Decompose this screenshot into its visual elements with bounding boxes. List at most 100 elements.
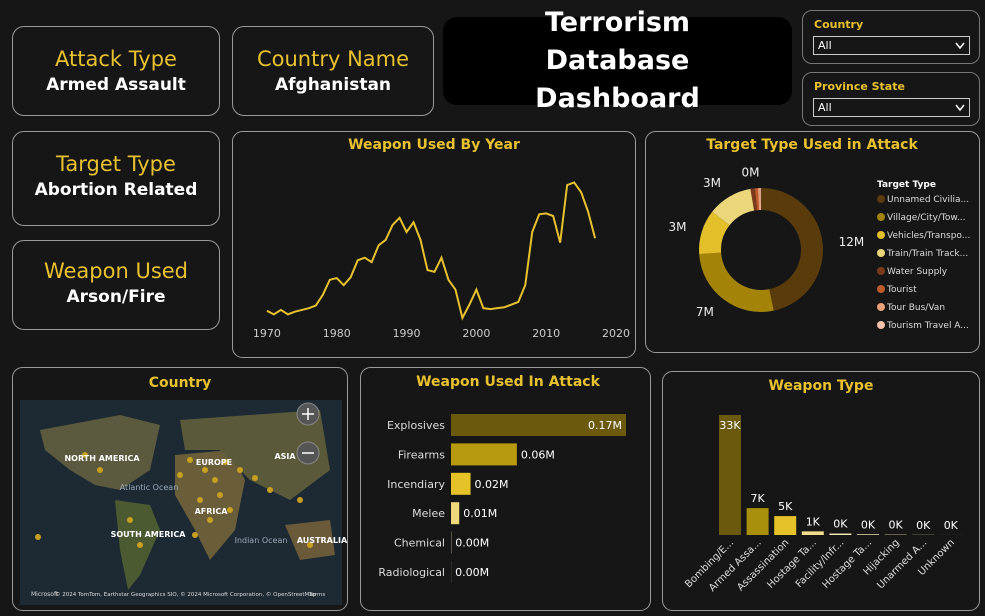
bar — [451, 443, 517, 466]
y-tick-label: Radiological — [378, 566, 445, 579]
bar — [801, 531, 824, 535]
dashboard-title: Terrorism Database Dashboard — [443, 7, 792, 114]
donut-slice — [760, 188, 761, 211]
data-label: 0.02M — [475, 478, 509, 491]
legend-label: Tour Bus/Van — [886, 303, 945, 313]
map-label: EUROPE — [196, 458, 232, 467]
bar — [719, 415, 741, 535]
map-label: Indian Ocean — [235, 536, 288, 545]
slicer: Country All — [802, 10, 980, 64]
data-label: 7M — [696, 305, 714, 319]
x-tick-label: 2000 — [462, 327, 490, 340]
x-tick-label: 2020 — [602, 327, 630, 340]
x-tick-label: 1970 — [253, 327, 281, 340]
legend-label: Tourist — [886, 285, 917, 295]
bar — [829, 533, 852, 535]
card-value: Arson/Fire — [66, 287, 166, 307]
data-label: 0K — [861, 518, 876, 531]
chevron — [955, 104, 965, 112]
data-label: 3M — [703, 176, 721, 190]
card: Target Type Abortion Related — [12, 131, 220, 226]
panel — [232, 131, 636, 358]
card-value: Abortion Related — [34, 180, 198, 200]
map-terms: Terms — [308, 592, 325, 598]
slicer-label: Country — [814, 18, 864, 31]
y-tick-label: Explosives — [387, 419, 445, 432]
data-label: 33K — [719, 419, 741, 432]
card-value: Afghanistan — [274, 75, 392, 95]
legend-swatch — [877, 267, 885, 275]
map-label: SOUTH AMERICA — [111, 530, 187, 539]
bar — [774, 516, 797, 535]
legend-label: Tourism Travel A... — [886, 321, 969, 331]
land — [285, 520, 335, 560]
y-tick-label: Incendiary — [387, 478, 445, 491]
panel-title: Weapon Used In Attack — [416, 374, 600, 390]
data-label: 5K — [778, 500, 793, 513]
map-logo: Microsoft — [31, 591, 59, 598]
bar — [451, 414, 626, 436]
x-tick-label: 1990 — [393, 327, 421, 340]
slicer-label: Province State — [814, 80, 905, 93]
legend-swatch — [877, 321, 885, 329]
donut-slice — [699, 252, 774, 313]
map-label: NORTH AMERICA — [64, 454, 140, 463]
legend-label: Train/Train Track... — [886, 249, 968, 259]
x-tick-label: 1980 — [323, 327, 351, 340]
data-label: 0K — [833, 518, 848, 531]
card-label: Country Name — [256, 47, 410, 71]
data-label: 0.00M — [455, 537, 489, 550]
data-label: 7K — [750, 492, 765, 505]
data-label: 12M — [839, 235, 865, 249]
data-label: 0.00M — [455, 566, 489, 579]
legend-swatch — [877, 249, 885, 257]
y-tick-label: Melee — [412, 507, 445, 520]
bar — [746, 508, 769, 535]
map-label: AUSTRALIA — [297, 536, 348, 545]
data-label: 0.06M — [521, 448, 555, 461]
slicer: Province State All — [802, 72, 980, 126]
bar — [857, 534, 879, 535]
bar — [451, 472, 471, 495]
legend-label: Water Supply — [887, 267, 948, 277]
panel — [12, 367, 348, 611]
land — [40, 415, 160, 490]
zoom-in-icon — [302, 408, 314, 420]
donut-slice — [754, 188, 760, 211]
panel-borders — [12, 131, 980, 611]
card-label: Weapon Used — [43, 259, 189, 283]
map — [20, 400, 342, 605]
x-tick-label: 2010 — [532, 327, 560, 340]
map-label: Atlantic Ocean — [120, 483, 179, 492]
land — [175, 450, 245, 560]
legend-label: Vehicles/Transpo... — [887, 231, 970, 241]
panel — [662, 371, 980, 611]
legend-swatch — [877, 285, 885, 293]
land — [180, 410, 330, 500]
data-label: 1K — [806, 515, 821, 528]
donut-slice — [757, 188, 761, 211]
panel-title: Weapon Used By Year — [348, 137, 520, 153]
data-label: 0K — [916, 519, 931, 532]
slicer-dropdown[interactable]: All — [813, 36, 970, 55]
slicer-value: All — [818, 101, 832, 114]
slicer-dropdown[interactable]: All — [813, 98, 970, 117]
data-label: 0M — [742, 166, 760, 180]
data-label: 0K — [888, 519, 903, 532]
line — [266, 181, 597, 321]
card: Attack Type Armed Assault — [12, 26, 220, 116]
data-label: 0K — [944, 519, 959, 532]
bar — [451, 502, 460, 525]
y-tick-label: Firearms — [398, 448, 445, 461]
map-label: ASIA — [274, 452, 296, 461]
card-label: Attack Type — [55, 47, 177, 71]
card: Country Name Afghanistan — [232, 26, 434, 116]
panel-title: Target Type Used in Attack — [706, 137, 918, 153]
legend-label: Unnamed Civilia... — [887, 195, 969, 205]
panel-title: Country — [149, 375, 212, 391]
card: Weapon Used Arson/Fire — [12, 240, 220, 330]
data-label: 0.17M — [588, 419, 622, 432]
panel — [645, 131, 980, 353]
slicer-value: All — [818, 39, 832, 52]
